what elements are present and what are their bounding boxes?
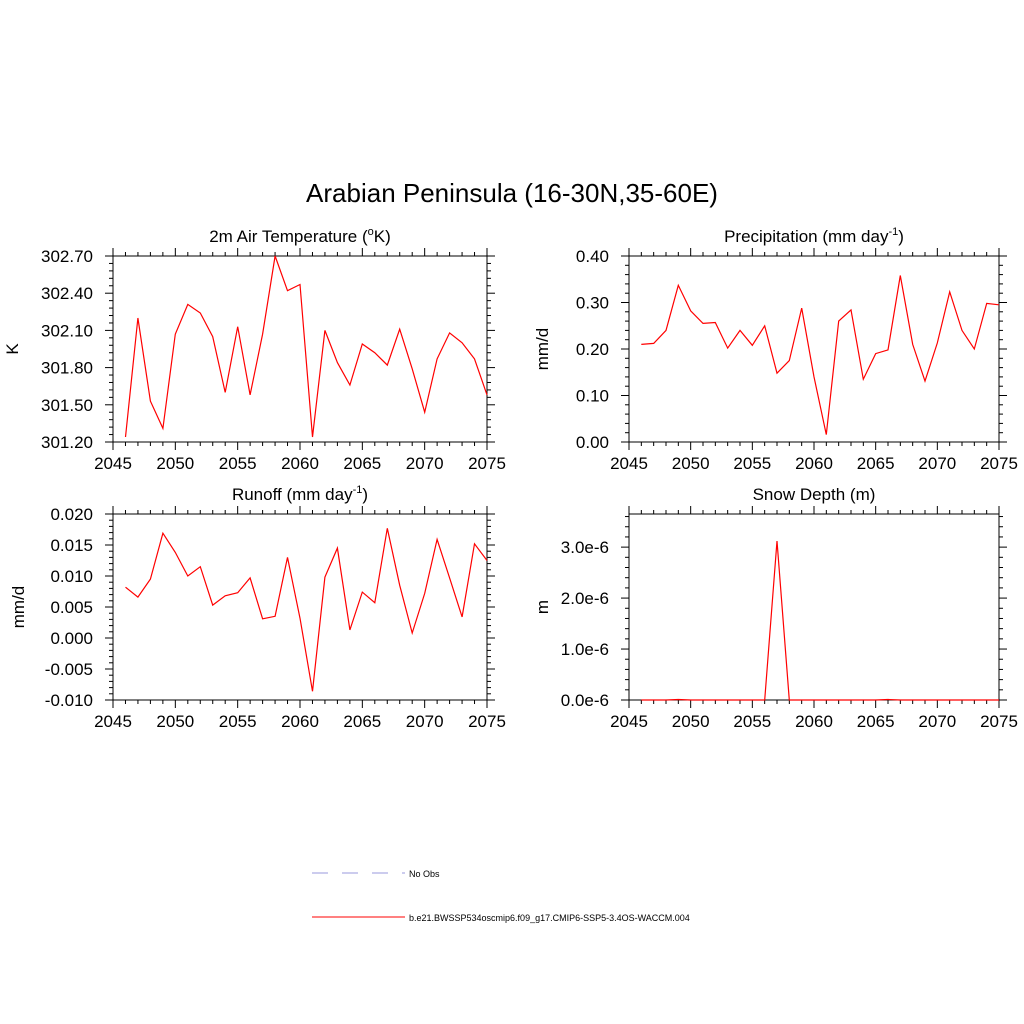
- x-tick-label: 2060: [281, 712, 319, 731]
- y-tick-label: 0.00: [576, 433, 609, 452]
- y-tick-label: 0.40: [576, 247, 609, 266]
- legend-label-run: b.e21.BWSSP534oscmip6.f09_g17.CMIP6-SSP5…: [409, 913, 690, 923]
- y-axis-label: mm/d: [9, 586, 28, 629]
- y-tick-label: -0.005: [45, 660, 93, 679]
- y-tick-label: 0.010: [50, 567, 93, 586]
- y-tick-label: -0.010: [45, 691, 93, 710]
- x-tick-label: 2060: [795, 454, 833, 473]
- plot-frame: [628, 513, 1000, 701]
- x-tick-label: 2070: [918, 712, 956, 731]
- x-tick-label: 2055: [733, 712, 771, 731]
- y-tick-label: 301.20: [41, 433, 93, 452]
- panel-title: Precipitation (mm day-1): [724, 226, 904, 246]
- y-tick-label: 302.40: [41, 284, 93, 303]
- y-axis-label: m: [533, 600, 552, 614]
- y-tick-label: 301.80: [41, 359, 93, 378]
- x-tick-label: 2065: [343, 712, 381, 731]
- x-tick-label: 2055: [219, 454, 257, 473]
- panel-runoff: 2045 2050 2055 2060 2065 2070 2075 -0.010 -0.005…: [9, 484, 506, 731]
- y-tick-label: 0.10: [576, 387, 609, 406]
- x-tick-label: 2075: [980, 712, 1018, 731]
- x-tick-label: 2060: [795, 712, 833, 731]
- x-tick-label: 2050: [672, 454, 710, 473]
- x-tick-label: 2065: [343, 454, 381, 473]
- y-tick-label: 0.000: [50, 629, 93, 648]
- series-line: [125, 528, 488, 692]
- y-tick-label: 1.0e-6: [561, 640, 609, 659]
- x-tick-label: 2045: [94, 454, 132, 473]
- main-title: Arabian Peninsula (16-30N,35-60E): [306, 178, 718, 208]
- y-tick-label: 0.020: [50, 505, 93, 524]
- y-tick-label: 0.30: [576, 294, 609, 313]
- panel-precipitation: 2045 2050 2055 2060 2065 2070 2075 0.00 0.10 0.20…: [533, 226, 1018, 473]
- x-tick-label: 2045: [94, 712, 132, 731]
- panel-title: Runoff (mm day-1): [232, 484, 368, 504]
- x-tick-label: 2055: [219, 712, 257, 731]
- x-tick-label: 2075: [468, 712, 506, 731]
- x-tick-label: 2070: [406, 712, 444, 731]
- legend: No Obs b.e21.BWSSP534oscmip6.f09_g17.CMI…: [312, 869, 690, 923]
- x-tick-label: 2045: [610, 454, 648, 473]
- plot-frame: [628, 255, 1000, 443]
- y-tick-label: 0.20: [576, 340, 609, 359]
- x-tick-label: 2070: [406, 454, 444, 473]
- y-tick-label: 302.70: [41, 247, 93, 266]
- panel-title: Snow Depth (m): [753, 485, 876, 504]
- x-tick-label: 2055: [733, 454, 771, 473]
- series-line: [124, 255, 488, 438]
- y-axis-label: K: [3, 343, 22, 355]
- y-axis-label: mm/d: [533, 328, 552, 371]
- y-tick-label: 302.10: [41, 321, 93, 340]
- legend-label-no-obs: No Obs: [409, 869, 440, 879]
- x-tick-label: 2050: [156, 712, 194, 731]
- x-tick-label: 2070: [918, 454, 956, 473]
- x-tick-label: 2060: [281, 454, 319, 473]
- y-tick-label: 0.0e-6: [561, 691, 609, 710]
- panel-title: 2m Air Temperature (oK): [209, 226, 391, 246]
- y-tick-label: 0.005: [50, 598, 93, 617]
- y-tick-label: 2.0e-6: [561, 589, 609, 608]
- y-tick-label: 0.015: [50, 536, 93, 555]
- x-tick-label: 2075: [468, 454, 506, 473]
- panel-air-temperature: 2045 2050 2055 2060 2065 2070 2075 301.20 301.50…: [3, 226, 506, 473]
- x-tick-label: 2050: [672, 712, 710, 731]
- panel-snow-depth: 2045 2050 2055 2060 2065 2070 2075 0.0e-6 1.0e-6…: [533, 485, 1018, 731]
- x-tick-label: 2050: [156, 454, 194, 473]
- x-tick-label: 2065: [857, 454, 895, 473]
- x-tick-label: 2065: [857, 712, 895, 731]
- x-tick-label: 2075: [980, 454, 1018, 473]
- series-line: [641, 275, 1000, 435]
- y-tick-label: 301.50: [41, 396, 93, 415]
- x-tick-label: 2045: [610, 712, 648, 731]
- y-tick-label: 3.0e-6: [561, 538, 609, 557]
- series-line: [641, 540, 999, 701]
